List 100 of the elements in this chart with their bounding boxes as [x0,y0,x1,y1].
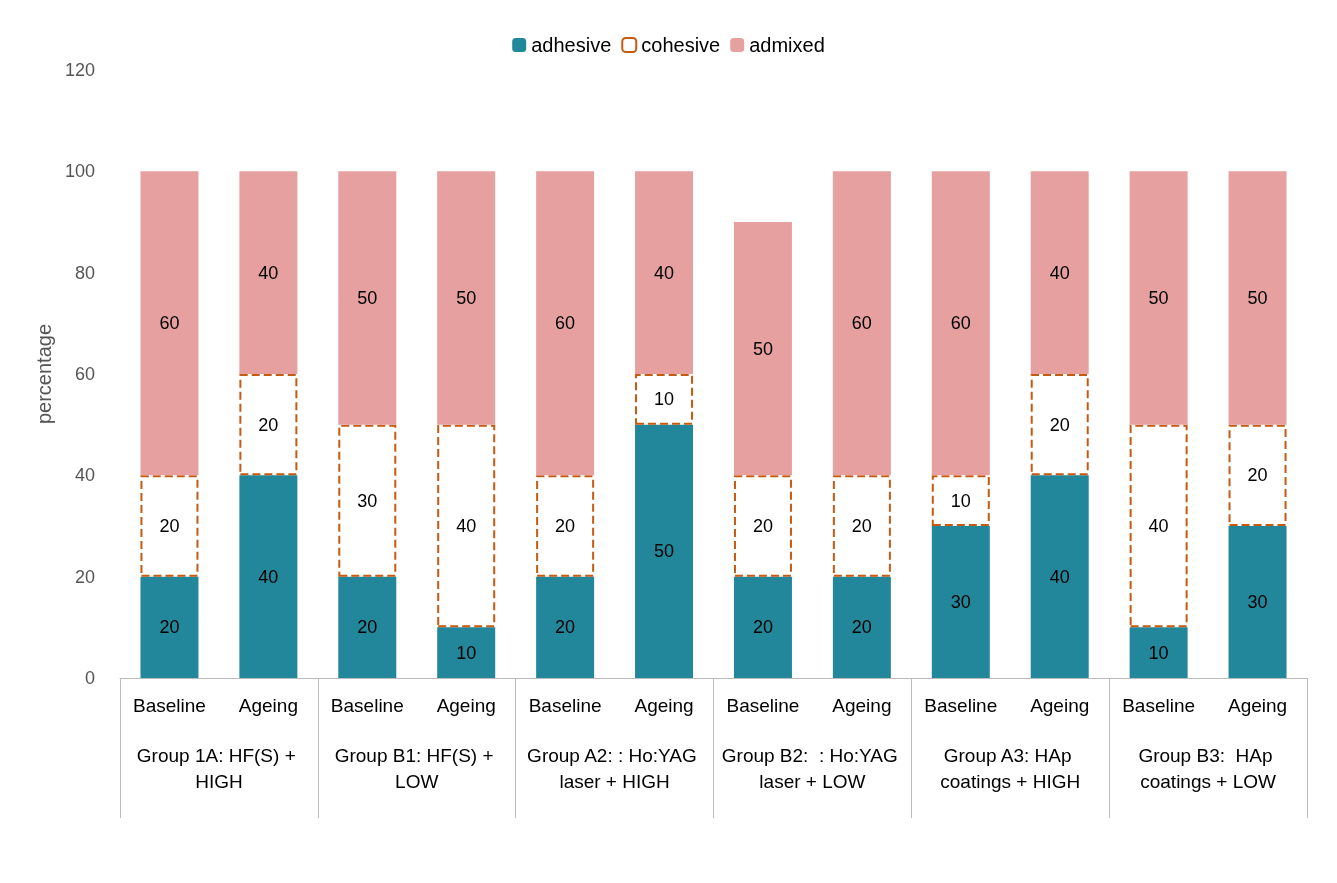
y-tick-label: 20 [74,566,95,587]
bar [635,424,694,678]
bar [239,374,298,476]
data-label: 20 [851,617,872,638]
bar [140,171,199,476]
bar [437,171,496,425]
data-label: 20 [555,516,576,536]
x-tick-label: Ageing [832,695,892,716]
data-label: 20 [357,617,378,638]
bar [1129,171,1188,425]
data-label: 40 [654,262,675,283]
y-tick-label: 60 [74,364,95,384]
text: Group A2: : Ho:YAG laser + HIGH [527,744,703,792]
bar [338,576,397,678]
bar [1030,374,1089,476]
data-label: 10 [950,490,971,511]
bar [1228,424,1287,526]
bar [1030,171,1089,374]
y-tick-label: 80 [74,262,95,283]
data-label: 20 [258,414,279,435]
bar [733,475,792,577]
data-label: 60 [851,313,872,334]
data-label: 20 [1049,414,1070,435]
data-label: 40 [258,566,279,587]
text: Group B3: HAp coatings + LOW [1138,744,1278,792]
bar [140,576,199,678]
bar [733,222,792,476]
bar [536,475,595,577]
x-tick-label: Ageing [634,695,694,716]
data-label: 20 [159,516,180,536]
bar [733,576,792,678]
x-tick-label: Ageing [1227,695,1288,716]
x-tick-label: Baseline [726,695,800,716]
x-tick-label: Baseline [924,695,998,716]
data-label: 60 [950,313,971,334]
data-label: 20 [752,516,773,536]
y-tick-label: 40 [74,465,95,486]
bar [1228,526,1287,678]
data-label: 60 [159,313,180,334]
bar [931,475,990,526]
data-label: 10 [456,642,477,663]
x-tick-label: Baseline [330,695,404,716]
bar [140,475,199,577]
x-tick-label: Ageing [238,695,298,716]
text: Group B1: HF(S) + LOW [334,744,499,792]
x-tick-label: Ageing [436,695,496,716]
data-label: 30 [1247,592,1268,612]
data-label: 10 [654,389,675,410]
data-label: 50 [1148,288,1169,308]
data-label: 40 [258,262,279,283]
text: Group 1A: HF(S) + HIGH [136,744,302,792]
data-label: 40 [1049,262,1070,283]
bar [832,171,891,476]
bar [239,171,298,374]
data-label: 20 [159,617,180,638]
data-label: 50 [752,338,773,359]
x-tick-label: Baseline [1122,695,1196,716]
bar [536,171,595,476]
data-label: 20 [752,617,773,638]
bar [1129,627,1188,678]
legend-label: admixed [749,34,825,56]
y-tick-label: 120 [64,60,95,80]
data-label: 40 [1148,516,1169,536]
y-tick-label: 0 [84,668,95,688]
data-label: 60 [555,313,576,334]
x-tick-label: Baseline [133,695,206,716]
bar [239,475,298,678]
bar [1228,171,1287,425]
bar [338,424,397,577]
bar [338,171,397,425]
bar [832,576,891,678]
bar [635,374,694,425]
data-label: 50 [357,288,378,308]
data-label: 20 [1247,465,1268,486]
data-label: 50 [1247,288,1268,308]
bar [437,627,496,678]
data-label: 50 [654,541,675,562]
y-tick-label: 100 [64,161,95,182]
x-tick-label: Baseline [528,695,602,716]
data-label: 10 [1148,642,1169,663]
bar [635,171,694,374]
bar [931,171,990,476]
data-label: 20 [851,516,872,536]
bar [832,475,891,577]
bar [1030,475,1089,678]
data-label: 40 [1049,566,1070,587]
bar [1129,424,1188,628]
data-label: 40 [456,516,477,536]
text: Group A3: HAp coatings + HIGH [940,744,1081,792]
data-label: 50 [456,288,477,308]
bar [931,526,990,678]
y-axis-title: percentage [33,323,56,425]
legend-label: cohesive [641,34,721,56]
bar [536,576,595,678]
legend-label: adhesive [531,34,612,56]
bar [437,424,496,628]
data-label: 30 [950,592,971,612]
text: Group B2: : Ho:YAG laser + LOW [721,744,904,792]
data-label: 30 [357,490,378,511]
data-label: 20 [555,617,576,638]
